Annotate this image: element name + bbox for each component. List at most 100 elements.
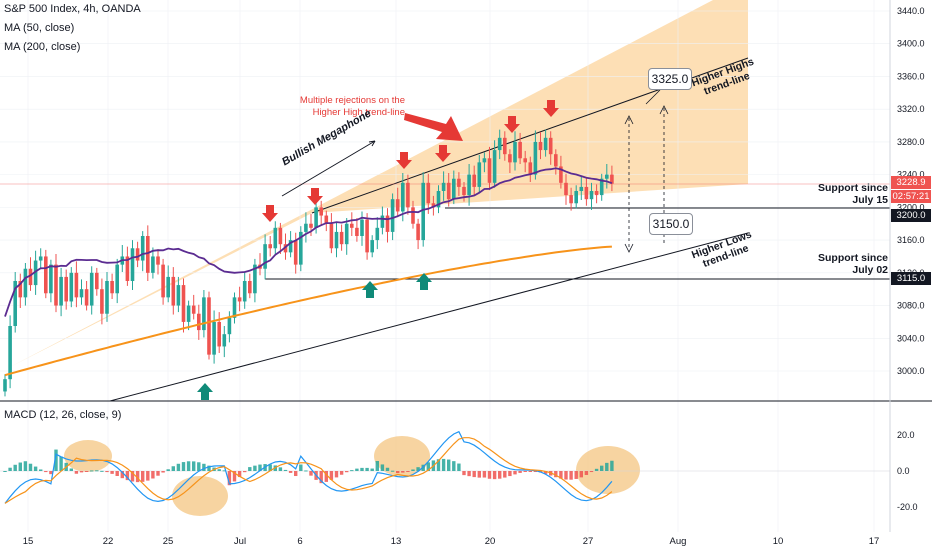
time-tick-label: Jul bbox=[234, 536, 246, 547]
macd-histogram-bar bbox=[594, 468, 599, 471]
down-arrow-marker bbox=[435, 145, 451, 162]
candle-body bbox=[309, 223, 313, 228]
candle-body bbox=[467, 174, 471, 196]
rejection-big-arrow bbox=[404, 113, 463, 141]
candle-body bbox=[140, 236, 145, 261]
macd-histogram-bar bbox=[176, 463, 181, 471]
candle-body bbox=[293, 240, 298, 265]
macd-histogram-bar bbox=[350, 470, 354, 472]
macd-histogram-bar bbox=[339, 471, 344, 475]
candle-body bbox=[385, 215, 390, 232]
candle-body bbox=[54, 264, 58, 306]
candle-body bbox=[100, 289, 104, 314]
candle-body bbox=[232, 297, 237, 318]
macd-histogram-bar bbox=[503, 471, 507, 478]
marker-arrows bbox=[197, 100, 559, 400]
candle-body bbox=[59, 276, 63, 306]
macd-histogram-bar bbox=[125, 471, 130, 481]
macd-histogram-bar bbox=[447, 459, 451, 471]
candle-body bbox=[528, 162, 533, 175]
candle-body bbox=[370, 240, 374, 253]
candle-body bbox=[18, 281, 23, 298]
candle-body bbox=[579, 186, 584, 191]
candle-body bbox=[487, 158, 492, 183]
down-arrow-marker bbox=[543, 100, 559, 117]
rejections-line-2: Higher High trend-line bbox=[312, 107, 405, 118]
countdown-tag: 02:57:21 bbox=[891, 190, 931, 203]
macd-histogram-bar bbox=[141, 471, 145, 482]
macd-histogram-bar bbox=[115, 471, 119, 476]
candle-body bbox=[125, 256, 130, 281]
macd-histogram-bar bbox=[49, 471, 53, 475]
macd-histogram-bar bbox=[365, 467, 369, 471]
macd-histogram-bar bbox=[3, 471, 7, 472]
candle-body bbox=[472, 174, 476, 187]
macd-histogram-bar bbox=[74, 471, 79, 474]
macd-histogram-bar bbox=[401, 471, 405, 473]
candle-body bbox=[227, 317, 232, 335]
support-jul02-line-1: Support since bbox=[817, 252, 888, 264]
macd-histogram-bar bbox=[462, 471, 466, 476]
macd-histogram-bar bbox=[232, 471, 237, 482]
macd-histogram-bar bbox=[472, 471, 476, 478]
macd-histogram-bar bbox=[166, 469, 170, 471]
macd-histogram-bar bbox=[90, 470, 94, 472]
macd-histogram-bar bbox=[411, 469, 415, 471]
candle-body bbox=[411, 207, 415, 224]
macd-histogram-bar bbox=[380, 464, 385, 471]
candle-body bbox=[401, 182, 405, 212]
macd-histogram-bar bbox=[492, 471, 497, 480]
time-tick-label: 13 bbox=[391, 536, 402, 547]
time-tick-label: Aug bbox=[670, 536, 687, 547]
macd-histogram-bar bbox=[543, 471, 548, 474]
candle-body bbox=[288, 240, 293, 253]
macd-histogram-bar bbox=[8, 467, 12, 471]
support-jul02-line-2: July 02 bbox=[852, 264, 888, 276]
macd-histogram-bar bbox=[288, 471, 293, 473]
macd-histogram-bar bbox=[385, 467, 390, 471]
candle-body bbox=[44, 256, 48, 294]
candle-body bbox=[380, 215, 385, 228]
price-tick-label: 3280.0 bbox=[897, 137, 925, 147]
candle-body bbox=[171, 276, 176, 306]
support-jul15-label: Support since July 15 bbox=[800, 182, 888, 206]
candle-body bbox=[314, 207, 318, 228]
candle-body bbox=[181, 285, 186, 322]
price-tick-label: 3240.0 bbox=[897, 170, 925, 180]
macd-histogram-bar bbox=[390, 470, 395, 472]
megaphone-pointer bbox=[281, 140, 376, 197]
candle-body bbox=[395, 199, 400, 212]
time-tick-label: 22 bbox=[103, 536, 114, 547]
rejections-annotation: Multiple rejections on the Higher High t… bbox=[285, 95, 405, 119]
macd-histogram-bar bbox=[146, 471, 150, 481]
ma50-legend: MA (50, close) bbox=[4, 22, 75, 34]
candle-body bbox=[431, 203, 436, 208]
macd-histogram-bar bbox=[533, 471, 538, 472]
candle-body bbox=[457, 178, 461, 187]
candle-body bbox=[166, 276, 170, 298]
candle-body bbox=[28, 268, 33, 286]
macd-histogram-bar bbox=[278, 467, 283, 471]
ma50-line bbox=[4, 167, 613, 317]
candle-body bbox=[115, 264, 119, 294]
price-tick-label: 3200.0 bbox=[897, 202, 925, 212]
candle-body bbox=[503, 137, 507, 155]
candle-body bbox=[207, 297, 211, 355]
candle-body bbox=[33, 260, 38, 286]
macd-histogram-bar bbox=[518, 471, 522, 473]
candle-body bbox=[477, 162, 482, 187]
macd-histogram-bar bbox=[135, 471, 140, 483]
time-tick-label: 27 bbox=[583, 536, 594, 547]
candle-body bbox=[69, 272, 74, 302]
candle-body bbox=[605, 174, 609, 179]
higher-lows-trendline bbox=[109, 232, 749, 402]
macd-histogram-bar bbox=[23, 461, 28, 471]
price-tick-label: 3040.0 bbox=[897, 333, 925, 343]
macd-histogram-bar bbox=[370, 468, 374, 471]
candle-body bbox=[79, 289, 84, 298]
macd-legend: MACD (12, 26, close, 9) bbox=[4, 409, 122, 421]
candle-body bbox=[237, 297, 242, 302]
price-tick-label: 3360.0 bbox=[897, 71, 925, 81]
macd-histogram-bar bbox=[207, 465, 211, 471]
